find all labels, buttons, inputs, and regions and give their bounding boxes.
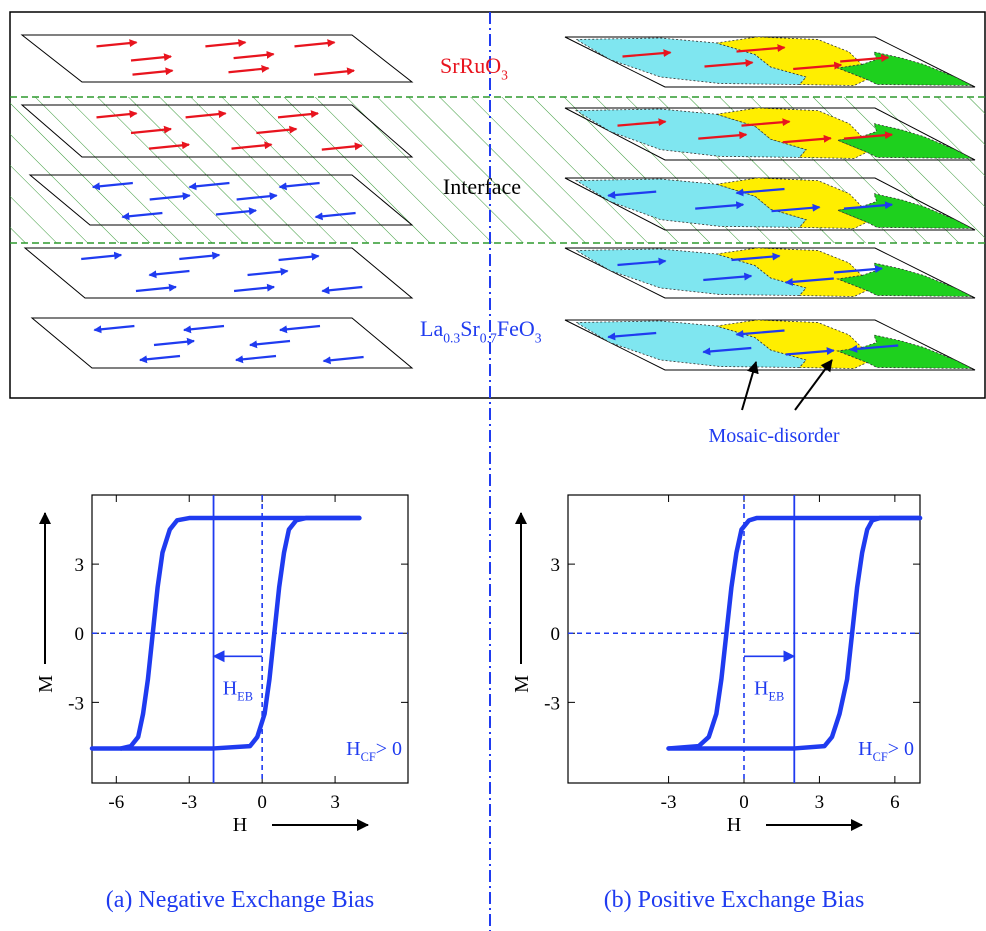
x-tick-label: 0 bbox=[739, 792, 749, 813]
hcf-label: HCF> 0 bbox=[346, 738, 402, 764]
subscript: CF bbox=[873, 750, 888, 764]
text-part: La bbox=[420, 316, 443, 341]
heb-label: HEB bbox=[223, 677, 253, 703]
text-part: > 0 bbox=[376, 738, 402, 760]
plot-frame bbox=[92, 495, 408, 783]
subscript: CF bbox=[361, 750, 376, 764]
y-tick-label: -3 bbox=[544, 693, 560, 714]
x-axis-label: H bbox=[727, 814, 741, 836]
subscript: EB bbox=[237, 689, 253, 703]
x-tick-label: -3 bbox=[661, 792, 677, 813]
x-tick-label: 0 bbox=[257, 792, 267, 813]
x-axis-label: H bbox=[233, 814, 247, 836]
x-tick-label: -3 bbox=[181, 792, 197, 813]
text-part: H bbox=[754, 677, 768, 699]
hcf-label: HCF> 0 bbox=[858, 738, 914, 764]
y-tick-label: 0 bbox=[75, 624, 85, 645]
caption: (b) Positive Exchange Bias bbox=[604, 887, 865, 913]
y-tick-label: 0 bbox=[551, 624, 561, 645]
text-part: SrRuO bbox=[440, 53, 501, 78]
text-part: H bbox=[223, 677, 237, 699]
text-part: H bbox=[858, 738, 872, 760]
y-tick-label: 3 bbox=[75, 555, 85, 576]
mosaic-label: Mosaic-disorder bbox=[708, 425, 839, 447]
caption: (a) Negative Exchange Bias bbox=[106, 887, 375, 913]
text-part: > 0 bbox=[888, 738, 914, 760]
y-tick-label: -3 bbox=[68, 693, 84, 714]
subscript: 3 bbox=[535, 331, 542, 346]
x-tick-label: 3 bbox=[815, 792, 825, 813]
text-part: Sr bbox=[460, 316, 480, 341]
x-tick-label: 6 bbox=[890, 792, 900, 813]
subscript: 0.3 bbox=[443, 331, 460, 346]
interface-label: Interface bbox=[443, 174, 521, 199]
x-tick-label: -6 bbox=[108, 792, 124, 813]
y-axis-label: M bbox=[35, 675, 57, 693]
text-part: FeO bbox=[497, 316, 535, 341]
figure: Mosaic-disorder Interface SrRuO3La0.3Sr0… bbox=[0, 0, 986, 931]
page: Mosaic-disorder Interface SrRuO3La0.3Sr0… bbox=[0, 0, 986, 931]
y-tick-label: 3 bbox=[551, 555, 561, 576]
text-part: H bbox=[346, 738, 360, 760]
subscript: 0.7 bbox=[480, 331, 497, 346]
subscript: 3 bbox=[501, 68, 508, 83]
x-tick-label: 3 bbox=[330, 792, 340, 813]
subscript: EB bbox=[768, 689, 784, 703]
heb-label: HEB bbox=[754, 677, 784, 703]
y-axis-label: M bbox=[511, 675, 533, 693]
